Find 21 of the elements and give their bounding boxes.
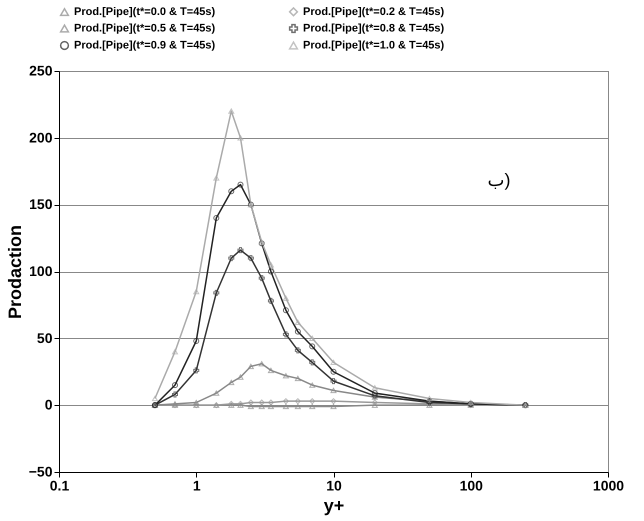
y-tick-label: 0	[44, 396, 53, 413]
legend-label: Prod.[Pipe](t*=0.2 & T=45s)	[303, 6, 445, 18]
y-axis-title: Prodaction	[4, 224, 25, 320]
legend-label: Prod.[Pipe](t*=0.0 & T=45s)	[74, 6, 216, 18]
x-axis-title: y+	[324, 496, 344, 516]
x-tick-label: 1	[192, 478, 201, 494]
y-tick-label: 50	[36, 330, 53, 346]
x-tick-label: 1000	[592, 478, 624, 494]
y-tick-label: −50	[28, 464, 53, 480]
legend-label: Prod.[Pipe](t*=0.5 & T=45s)	[74, 22, 216, 34]
legend-label: Prod.[Pipe](t*=0.9 & T=45s)	[74, 40, 216, 52]
x-tick-label: 0.1	[50, 478, 70, 494]
annotation: ب)	[488, 170, 510, 190]
legend-label: Prod.[Pipe](t*=0.8 & T=45s)	[303, 22, 445, 34]
y-tick-label: 250	[29, 62, 53, 78]
y-tick-label: 200	[29, 129, 53, 146]
x-tick-label: 100	[460, 478, 484, 494]
legend-label: Prod.[Pipe](t*=1.0 & T=45s)	[303, 40, 445, 52]
y-tick-label: 150	[29, 196, 53, 212]
y-tick-label: 100	[29, 263, 53, 279]
x-tick-label: 10	[326, 478, 342, 494]
